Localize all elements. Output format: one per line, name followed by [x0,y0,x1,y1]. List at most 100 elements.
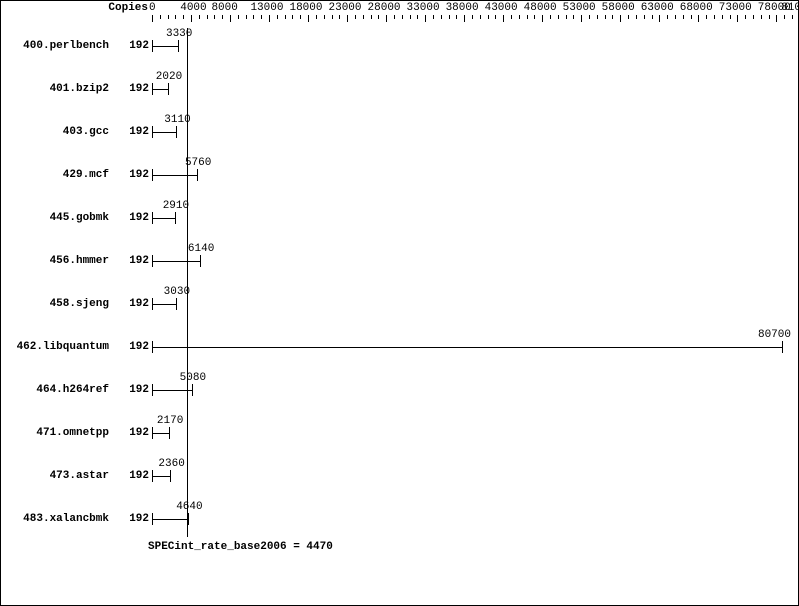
x-tick-minor [784,15,785,19]
copies-value: 192 [129,126,149,138]
x-tick-minor [652,15,653,19]
x-tick-minor [175,15,176,19]
x-tick-minor [441,15,442,19]
x-tick-minor [706,15,707,19]
bar-cap-start [152,427,153,439]
bar-value-label: 80700 [758,329,791,341]
bar-cap-end [178,40,179,52]
x-tick-minor [769,15,770,19]
bar-cap-start [152,255,153,267]
x-tick-minor [160,15,161,19]
x-tick-minor [636,15,637,19]
x-tick-label: 4000 [180,2,206,14]
x-tick-label: 0 [149,2,156,14]
bar-line [152,433,169,434]
bar-line [152,519,188,520]
bar-value-label: 5080 [180,372,206,384]
bar-value-label: 3330 [166,28,192,40]
x-tick-minor [246,15,247,19]
x-tick-minor [753,15,754,19]
copies-value: 192 [129,341,149,353]
x-tick-minor [566,15,567,19]
x-tick-label: 81000 [781,2,799,14]
x-tick-minor [573,15,574,19]
spec-rate-chart: Copies0400080001300018000230002800033000… [0,0,799,606]
x-tick-minor [238,15,239,19]
x-tick-major [464,15,465,22]
bar-cap-end [168,83,169,95]
benchmark-name: 401.bzip2 [50,83,109,95]
x-tick-minor [371,15,372,19]
x-tick-minor [480,15,481,19]
bar-line [152,46,178,47]
bar-value-label: 6140 [188,243,214,255]
x-tick-label: 73000 [719,2,752,14]
x-tick-label: 18000 [289,2,322,14]
bar-line [152,132,176,133]
x-tick-label: 8000 [211,2,237,14]
x-tick-minor [332,15,333,19]
benchmark-name: 429.mcf [63,169,109,181]
x-tick-minor [292,15,293,19]
x-tick-minor [488,15,489,19]
x-tick-minor [628,15,629,19]
bar-cap-start [152,212,153,224]
benchmark-name: 400.perlbench [23,40,109,52]
x-tick-minor [612,15,613,19]
x-tick-minor [472,15,473,19]
bar-value-label: 5760 [185,157,211,169]
x-tick-minor [597,15,598,19]
benchmark-name: 471.omnetpp [36,427,109,439]
x-tick-minor [714,15,715,19]
bar-line [152,89,168,90]
x-tick-minor [644,15,645,19]
x-tick-minor [355,15,356,19]
copies-value: 192 [129,83,149,95]
bar-cap-end [192,384,193,396]
x-tick-minor [589,15,590,19]
x-tick-major [503,15,504,22]
copies-value: 192 [129,255,149,267]
x-tick-minor [495,15,496,19]
x-tick-minor [722,15,723,19]
bar-cap-end [176,298,177,310]
benchmark-name: 483.xalancbmk [23,513,109,525]
bar-line [152,476,170,477]
bar-line [152,261,200,262]
x-tick-minor [222,15,223,19]
x-tick-major [347,15,348,22]
x-tick-minor [207,15,208,19]
x-tick-minor [285,15,286,19]
copies-value: 192 [129,513,149,525]
x-tick-minor [253,15,254,19]
x-tick-minor [511,15,512,19]
x-tick-minor [456,15,457,19]
x-tick-minor [519,15,520,19]
x-tick-minor [691,15,692,19]
bar-line [152,218,175,219]
x-tick-major [230,15,231,22]
x-tick-minor [214,15,215,19]
bar-cap-start [152,40,153,52]
bar-cap-end [200,255,201,267]
baseline-marker [187,28,188,537]
x-tick-major [737,15,738,22]
x-tick-major [308,15,309,22]
x-tick-major [152,15,153,22]
copies-value: 192 [129,212,149,224]
benchmark-name: 445.gobmk [50,212,109,224]
benchmark-name: 456.hmmer [50,255,109,267]
x-tick-label: 28000 [368,2,401,14]
bar-cap-end [169,427,170,439]
x-tick-minor [261,15,262,19]
copies-header: Copies [108,2,148,14]
baseline-label: SPECint_rate_base2006 = 4470 [148,541,333,553]
bar-cap-end [188,513,189,525]
x-tick-minor [410,15,411,19]
x-tick-minor [433,15,434,19]
x-tick-minor [417,15,418,19]
x-tick-label: 43000 [485,2,518,14]
bar-value-label: 2360 [158,458,184,470]
x-tick-label: 48000 [524,2,557,14]
benchmark-name: 462.libquantum [17,341,109,353]
